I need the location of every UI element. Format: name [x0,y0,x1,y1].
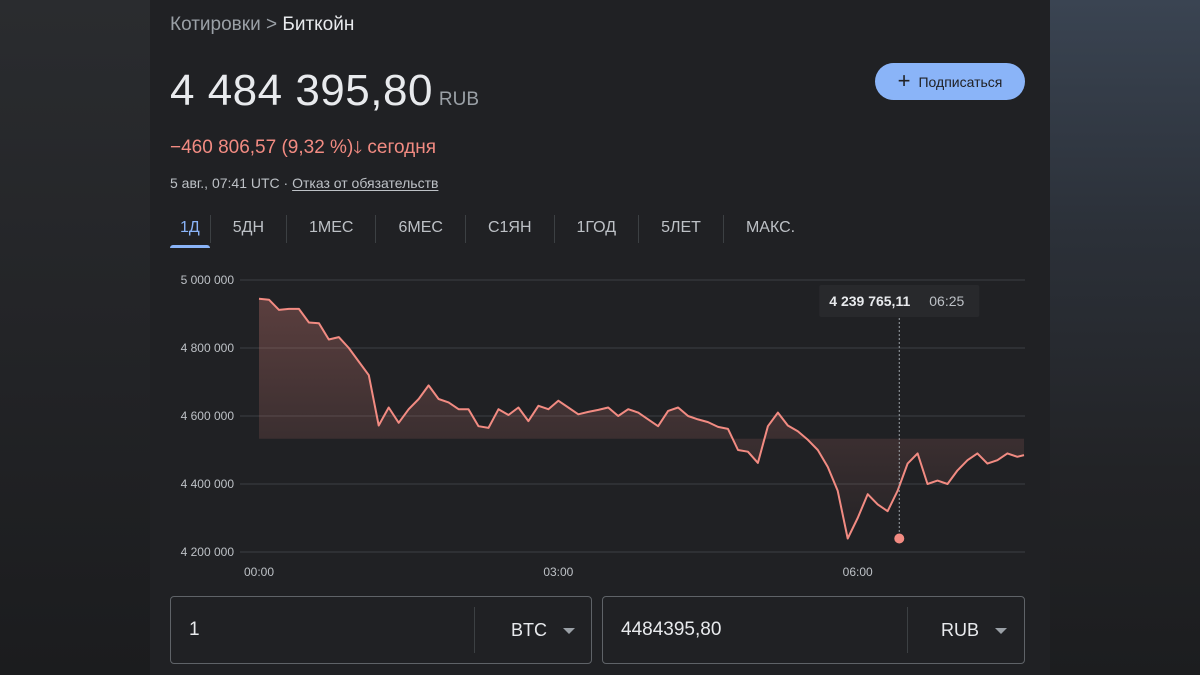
timestamp: 5 авг., 07:41 UTC · Отказ от обязательст… [170,175,438,191]
tab-ytd[interactable]: С1ЯН [487,219,532,236]
tab-divider [375,215,377,243]
background-left [0,0,150,675]
breadcrumb-parent[interactable]: Котировки [170,14,261,35]
x-tick-label: 00:00 [244,565,274,579]
y-tick-label: 4 600 000 [181,409,235,423]
tab-1d[interactable]: 1Д [170,210,210,248]
converter-from: 1 BTC [170,596,592,664]
y-tick-label: 4 200 000 [181,545,235,559]
tooltip-box [819,285,980,317]
caret-down-icon [563,628,575,635]
converter-divider [907,607,908,653]
price-change: −460 806,57 (9,32 %)🡓 сегодня [170,135,436,164]
btc-unit-select[interactable]: BTC [511,597,575,663]
background-right [1050,0,1200,675]
rub-unit-select[interactable]: RUB [941,597,1008,663]
x-tick-label: 06:00 [843,565,873,579]
x-tick-label: 03:00 [543,565,573,579]
tab-divider [464,215,466,243]
arrow-down-icon: 🡓 [353,138,363,157]
btc-amount-input[interactable]: 1 [189,619,200,640]
hover-point[interactable] [894,533,905,544]
plus-icon: + [897,67,911,93]
tooltip-value: 4 239 765,11 [829,293,910,309]
tab-divider [286,215,288,243]
y-tick-label: 4 800 000 [181,341,235,355]
disclaimer-link[interactable]: Отказ от обязательств [292,175,439,191]
subscribe-label: Подписаться [918,73,1003,90]
tab-max[interactable]: МАКС. [745,219,796,236]
y-tick-label: 4 400 000 [181,477,235,491]
range-tabs: 1Д 5ДН 1МЕС 6МЕС С1ЯН 1ГОД 5ЛЕТ МАКС. [170,210,817,248]
tab-divider [209,215,211,243]
price-display: 4 484 395,80 RUB [170,66,479,116]
timestamp-text: 5 авг., 07:41 UTC · [170,175,293,191]
tab-1m[interactable]: 1МЕС [309,219,354,236]
tooltip-time: 06:25 [929,293,964,309]
subscribe-button[interactable]: + Подписаться [875,63,1025,100]
btc-unit-label: BTC [511,620,547,640]
tab-6m[interactable]: 6МЕС [398,219,443,236]
rub-unit-label: RUB [941,620,980,640]
converter-divider [474,607,475,653]
price-currency: RUB [438,89,480,110]
converter-to: 4484395,80 RUB [602,596,1025,664]
price-value: 4 484 395,80 [170,66,433,115]
rub-amount-input[interactable]: 4484395,80 [621,619,722,640]
tab-1y[interactable]: 1ГОД [576,219,617,236]
tab-divider [722,215,724,243]
caret-down-icon [995,628,1008,635]
price-area [259,298,1024,539]
finance-panel: Котировки > Биткойн 4 484 395,80 RUB −460… [150,0,1050,675]
tab-5y[interactable]: 5ЛЕТ [661,219,701,236]
breadcrumb-separator: > [265,14,278,35]
tab-5d[interactable]: 5ДН [232,219,265,236]
y-tick-label: 5 000 000 [181,273,235,287]
change-period: сегодня [367,137,437,158]
price-chart[interactable]: 5 000 000 4 800 000 4 600 000 4 400 000 4 20… [150,262,1050,582]
breadcrumb: Котировки > Биткойн [170,14,354,36]
tab-divider [638,215,640,243]
tab-divider [553,215,555,243]
breadcrumb-current: Биткойн [282,14,355,35]
change-value: −460 806,57 (9,32 %) [170,137,354,158]
